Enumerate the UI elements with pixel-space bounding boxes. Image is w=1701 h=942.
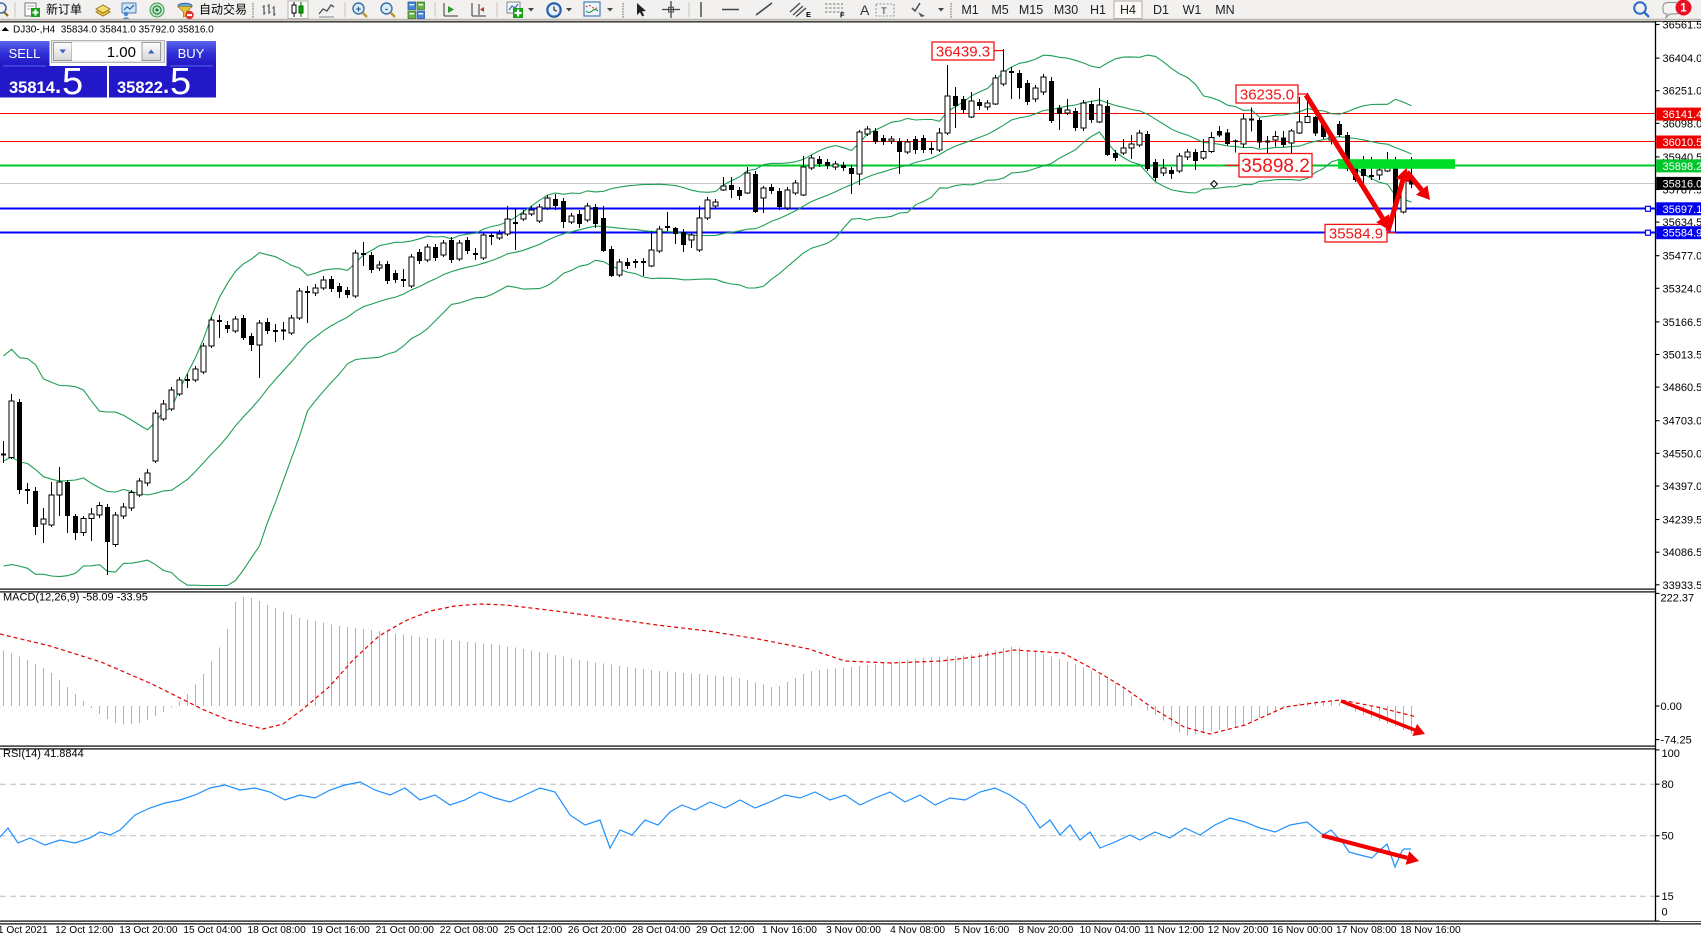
svg-text:18 Nov 16:00: 18 Nov 16:00 [1400, 925, 1461, 936]
svg-text:18 Oct 08:00: 18 Oct 08:00 [247, 925, 306, 936]
svg-text:35898.2: 35898.2 [1663, 161, 1701, 173]
svg-text:222.37: 222.37 [1661, 593, 1695, 605]
svg-text:+: + [356, 4, 361, 14]
svg-text:36561.5: 36561.5 [1663, 20, 1701, 32]
svg-text:36235.0: 36235.0 [1240, 86, 1294, 103]
svg-text:35814: 35814 [9, 79, 56, 97]
svg-text:DJ30-,H4 35834.0 35841.0 3579: DJ30-,H4 35834.0 35841.0 35792.0 35816.0 [13, 25, 214, 36]
svg-text:34397.0: 34397.0 [1663, 481, 1701, 493]
svg-text:35584.9: 35584.9 [1329, 226, 1383, 243]
svg-text:12 Nov 20:00: 12 Nov 20:00 [1208, 925, 1269, 936]
svg-text:E: E [806, 10, 811, 19]
svg-text:.: . [163, 73, 169, 98]
svg-text:50: 50 [1662, 831, 1674, 843]
svg-text:0.00: 0.00 [1661, 701, 1682, 713]
svg-text:M5: M5 [991, 3, 1008, 17]
svg-text:25 Oct 12:00: 25 Oct 12:00 [504, 925, 563, 936]
svg-text:A: A [860, 2, 870, 18]
svg-text:35822: 35822 [117, 79, 163, 97]
svg-text:34860.5: 34860.5 [1663, 382, 1701, 394]
svg-text:F: F [840, 11, 845, 20]
svg-text:15 Oct 04:00: 15 Oct 04:00 [183, 925, 242, 936]
svg-text:36439.3: 36439.3 [936, 43, 990, 60]
svg-text:16 Nov 00:00: 16 Nov 00:00 [1272, 925, 1333, 936]
svg-text:1 Nov 16:00: 1 Nov 16:00 [762, 925, 817, 936]
svg-text:1: 1 [1680, 3, 1687, 15]
svg-text:BUY: BUY [178, 46, 205, 61]
svg-text:36141.4: 36141.4 [1663, 109, 1701, 121]
svg-text:M15: M15 [1019, 3, 1043, 17]
svg-text:26 Oct 20:00: 26 Oct 20:00 [568, 925, 627, 936]
svg-text:0: 0 [1662, 907, 1668, 919]
svg-text:22 Oct 08:00: 22 Oct 08:00 [440, 925, 499, 936]
svg-text:W1: W1 [1183, 3, 1202, 17]
svg-text:35166.5: 35166.5 [1663, 317, 1701, 329]
svg-text:33933.5: 33933.5 [1663, 580, 1701, 592]
svg-text:36251.0: 36251.0 [1663, 86, 1701, 98]
svg-text:新订单: 新订单 [46, 2, 82, 17]
svg-text:5: 5 [170, 61, 191, 103]
svg-text:8 Nov 20:00: 8 Nov 20:00 [1018, 925, 1073, 936]
svg-text:11 Nov 12:00: 11 Nov 12:00 [1144, 925, 1204, 936]
svg-text:5: 5 [62, 61, 83, 103]
svg-text:5 Nov 16:00: 5 Nov 16:00 [954, 925, 1009, 936]
svg-text:34086.5: 34086.5 [1663, 547, 1701, 559]
svg-text:29 Oct 12:00: 29 Oct 12:00 [696, 925, 755, 936]
svg-text:H4: H4 [1120, 3, 1136, 17]
svg-text:SELL: SELL [9, 46, 41, 61]
svg-text:MACD(12,26,9) -58.09 -33.95: MACD(12,26,9) -58.09 -33.95 [3, 592, 148, 604]
svg-text:.: . [55, 73, 61, 98]
svg-text:36404.0: 36404.0 [1663, 53, 1701, 65]
svg-text:28 Oct 04:00: 28 Oct 04:00 [632, 925, 691, 936]
svg-text:34703.0: 34703.0 [1663, 416, 1701, 428]
svg-text:12 Oct 12:00: 12 Oct 12:00 [55, 925, 114, 936]
svg-text:11 Oct 2021: 11 Oct 2021 [0, 925, 48, 936]
svg-text:36010.5: 36010.5 [1663, 137, 1701, 149]
svg-text:4 Nov 08:00: 4 Nov 08:00 [890, 925, 945, 936]
svg-text:21 Oct 00:00: 21 Oct 00:00 [376, 925, 435, 936]
svg-text:RSI(14) 41.8844: RSI(14) 41.8844 [3, 748, 84, 760]
svg-text:D1: D1 [1153, 3, 1169, 17]
svg-text:80: 80 [1662, 779, 1674, 791]
svg-text:17 Nov 08:00: 17 Nov 08:00 [1336, 925, 1397, 936]
svg-text:35816.0: 35816.0 [1663, 178, 1701, 190]
svg-text:35013.5: 35013.5 [1663, 350, 1701, 362]
svg-text:H1: H1 [1090, 3, 1106, 17]
svg-text:19 Oct 16:00: 19 Oct 16:00 [312, 925, 371, 936]
svg-text:3 Nov 00:00: 3 Nov 00:00 [826, 925, 881, 936]
svg-text:15: 15 [1662, 891, 1674, 903]
svg-text:1.00: 1.00 [107, 44, 136, 61]
svg-text:10 Nov 04:00: 10 Nov 04:00 [1080, 925, 1141, 936]
svg-text:MN: MN [1215, 3, 1234, 17]
svg-text:35477.0: 35477.0 [1663, 251, 1701, 263]
svg-text:自动交易: 自动交易 [199, 2, 247, 17]
svg-text:34239.5: 34239.5 [1663, 515, 1701, 527]
svg-text:M30: M30 [1054, 3, 1078, 17]
svg-text:35584.9: 35584.9 [1663, 228, 1701, 240]
svg-text:-74.25: -74.25 [1661, 735, 1692, 747]
svg-text:35697.1: 35697.1 [1663, 204, 1701, 216]
svg-text:-: - [385, 4, 388, 14]
svg-text:T: T [881, 6, 887, 17]
svg-text:35898.2: 35898.2 [1241, 156, 1310, 177]
svg-text:100: 100 [1662, 748, 1680, 760]
svg-text:13 Oct 20:00: 13 Oct 20:00 [119, 925, 178, 936]
svg-text:35324.0: 35324.0 [1663, 283, 1701, 295]
svg-text:M1: M1 [961, 3, 978, 17]
svg-text:34550.0: 34550.0 [1663, 448, 1701, 460]
